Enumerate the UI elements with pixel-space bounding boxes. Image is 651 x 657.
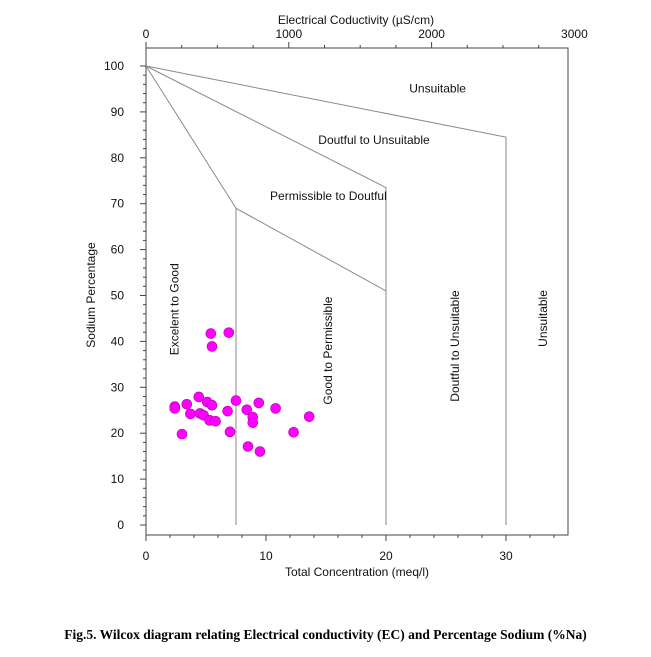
region-label-unsuitable-top: Unsuitable bbox=[409, 82, 466, 96]
boundary-good-doubtful bbox=[145, 65, 387, 525]
y-tick-label: 100 bbox=[104, 59, 124, 73]
region-label-permissible-to-doubtful: Permissible to Doutful bbox=[270, 189, 387, 203]
sample-point bbox=[224, 426, 236, 438]
sample-point bbox=[193, 391, 205, 403]
sample-point bbox=[210, 415, 221, 427]
top-tick-label: 2000 bbox=[418, 27, 445, 41]
y-tick-label: 80 bbox=[111, 151, 125, 165]
top-axis-title: Electrical Coductivity (µS/cm) bbox=[278, 13, 434, 27]
x-tick-label: 30 bbox=[499, 549, 513, 563]
sample-point bbox=[185, 408, 196, 420]
boundary-doubtful-unsuitable bbox=[145, 65, 507, 525]
x-tick-label: 0 bbox=[143, 549, 150, 563]
region-label-unsuitable-right: Unsuitable bbox=[536, 290, 550, 347]
sample-point bbox=[205, 328, 217, 339]
sample-point bbox=[303, 411, 315, 422]
region-label-doubtful-to-unsuitable-top: Doutful to Unsuitable bbox=[318, 133, 430, 147]
sample-point bbox=[230, 395, 242, 406]
plot-border bbox=[145, 47, 569, 536]
y-tick-label: 50 bbox=[111, 289, 125, 303]
x-axis-title: Total Concentration (meq/l) bbox=[285, 565, 429, 579]
y-tick-label: 90 bbox=[111, 105, 125, 119]
sample-point bbox=[176, 428, 188, 440]
sample-point bbox=[247, 417, 259, 428]
figure-caption: Fig.5. Wilcox diagram relating Electrica… bbox=[64, 627, 587, 642]
region-label-good-to-permissible: Good to Permissible bbox=[321, 296, 335, 404]
sample-point bbox=[206, 399, 218, 411]
sample-point bbox=[222, 405, 233, 417]
y-tick-label: 0 bbox=[117, 518, 124, 532]
boundary-permissible-doubtful bbox=[235, 207, 387, 292]
sample-point bbox=[253, 397, 265, 409]
sample-point bbox=[242, 441, 254, 452]
sample-point bbox=[206, 341, 218, 352]
region-label-excellent-to-good: Excelent to Good bbox=[167, 263, 181, 355]
data-points bbox=[169, 327, 315, 457]
y-tick-label: 10 bbox=[111, 472, 125, 486]
x-tick-label: 10 bbox=[259, 549, 273, 563]
y-tick-label: 30 bbox=[111, 380, 125, 394]
y-tick-label: 40 bbox=[111, 334, 125, 348]
sample-point bbox=[169, 403, 181, 414]
plot-frame bbox=[145, 47, 569, 536]
sample-point bbox=[288, 426, 299, 438]
y-tick-label: 60 bbox=[111, 243, 125, 257]
sample-point bbox=[270, 403, 281, 414]
boundary-excellent-good bbox=[145, 65, 237, 525]
x-tick-label: 20 bbox=[379, 549, 393, 563]
y-tick-label: 70 bbox=[111, 197, 125, 211]
y-axis-title: Sodium Percentage bbox=[84, 242, 98, 348]
top-tick-label: 0 bbox=[143, 27, 150, 41]
y-tick-label: 20 bbox=[111, 426, 125, 440]
top-tick-label: 3000 bbox=[561, 27, 588, 41]
region-labels: Unsuitable Doutful to Unsuitable Permissib… bbox=[167, 82, 549, 405]
top-tick-label: 1000 bbox=[275, 27, 302, 41]
sample-point bbox=[181, 398, 193, 410]
boundary-lines bbox=[145, 65, 507, 525]
region-label-doubtful-to-unsuitable-right: Doutful to Unsuitable bbox=[448, 290, 462, 402]
sample-point bbox=[223, 327, 235, 338]
sample-point bbox=[254, 446, 266, 457]
sample-point bbox=[241, 404, 253, 416]
